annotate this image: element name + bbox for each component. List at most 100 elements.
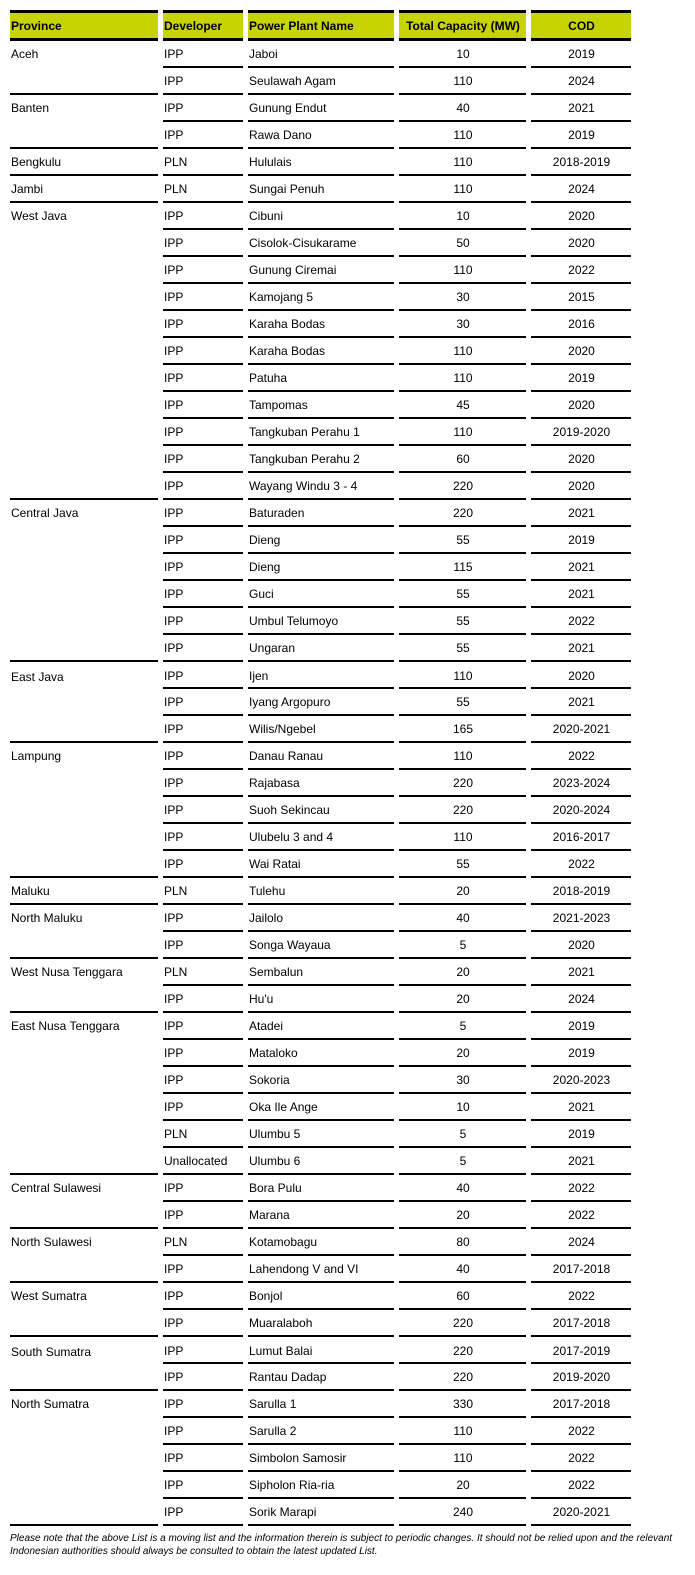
developer-cell: IPP bbox=[163, 1445, 243, 1472]
capacity-cell: 220 bbox=[399, 1310, 526, 1337]
developer-cell: IPP bbox=[163, 68, 243, 95]
plant-name-cell: Iyang Argopuro bbox=[248, 689, 394, 716]
table-row: North Maluku IPP Jailolo 40 2021-2023 bbox=[10, 905, 631, 959]
developer-cell: IPP bbox=[163, 1310, 243, 1337]
province-cell: Lampung bbox=[10, 743, 158, 878]
header-developer: Developer bbox=[163, 10, 243, 41]
plant-name-cell: Jailolo bbox=[248, 905, 394, 932]
cod-cell: 2020 bbox=[531, 203, 631, 230]
table-row: IPP Iyang Argopuro 55 2021 bbox=[10, 689, 631, 716]
capacity-cell: 110 bbox=[399, 662, 526, 689]
capacity-cell: 5 bbox=[399, 1148, 526, 1175]
developer-cell: IPP bbox=[163, 473, 243, 500]
cod-cell: 2019 bbox=[531, 1013, 631, 1040]
capacity-cell: 110 bbox=[399, 257, 526, 284]
table-row: Jambi PLN Sungai Penuh 110 2024 bbox=[10, 176, 631, 203]
table-row: IPP Rajabasa 220 2023-2024 bbox=[10, 770, 631, 797]
capacity-cell: 40 bbox=[399, 1256, 526, 1283]
plant-name-cell: Seulawah Agam bbox=[248, 68, 394, 95]
table-row: IPP Sarulla 2 110 2022 bbox=[10, 1418, 631, 1445]
province-cell: North Maluku bbox=[10, 905, 158, 959]
cod-cell: 2019 bbox=[531, 122, 631, 149]
table-row: IPP Dieng 55 2019 bbox=[10, 527, 631, 554]
table-row: North Sumatra IPP Sarulla 1 330 2017-2018 bbox=[10, 1391, 631, 1526]
table-row: South Sumatra IPP Lumut Balai 220 2017-2019 bbox=[10, 1337, 631, 1391]
capacity-cell: 60 bbox=[399, 446, 526, 473]
developer-cell: IPP bbox=[163, 203, 243, 230]
cod-cell: 2021 bbox=[531, 500, 631, 527]
capacity-cell: 165 bbox=[399, 716, 526, 743]
capacity-cell: 330 bbox=[399, 1391, 526, 1418]
table-row: IPP Kamojang 5 30 2015 bbox=[10, 284, 631, 311]
developer-cell: IPP bbox=[163, 1202, 243, 1229]
plant-name-cell: Sarulla 2 bbox=[248, 1418, 394, 1445]
table-row: IPP Wai Ratai 55 2022 bbox=[10, 851, 631, 878]
table-row: IPP Oka Ile Ange 10 2021 bbox=[10, 1094, 631, 1121]
plant-name-cell: Gunung Ciremai bbox=[248, 257, 394, 284]
capacity-cell: 5 bbox=[399, 1121, 526, 1148]
plant-name-cell: Hu'u bbox=[248, 986, 394, 1013]
plant-name-cell: Simbolon Samosir bbox=[248, 1445, 394, 1472]
plant-name-cell: Patuha bbox=[248, 365, 394, 392]
developer-cell: IPP bbox=[163, 1283, 243, 1310]
table-row: Bengkulu PLN Hululais 110 2018-2019 bbox=[10, 149, 631, 176]
cod-cell: 2020 bbox=[531, 932, 631, 959]
cod-cell: 2019 bbox=[531, 365, 631, 392]
table-row: IPP Rawa Dano 110 2019 bbox=[10, 122, 631, 149]
capacity-cell: 240 bbox=[399, 1499, 526, 1526]
cod-cell: 2020-2021 bbox=[531, 1499, 631, 1526]
province-cell: Central Java bbox=[10, 500, 158, 662]
table-row: IPP Karaha Bodas 110 2020 bbox=[10, 338, 631, 365]
cod-cell: 2021 bbox=[531, 554, 631, 581]
capacity-cell: 220 bbox=[399, 473, 526, 500]
developer-cell: IPP bbox=[163, 1499, 243, 1526]
capacity-cell: 110 bbox=[399, 176, 526, 203]
table-row: Aceh IPP Jaboi 10 2019 bbox=[10, 41, 631, 95]
capacity-cell: 20 bbox=[399, 1202, 526, 1229]
capacity-cell: 110 bbox=[399, 824, 526, 851]
table-row: IPP Guci 55 2021 bbox=[10, 581, 631, 608]
developer-cell: IPP bbox=[163, 1337, 243, 1364]
capacity-cell: 110 bbox=[399, 1418, 526, 1445]
cod-cell: 2022 bbox=[531, 1445, 631, 1472]
developer-cell: IPP bbox=[163, 527, 243, 554]
developer-cell: IPP bbox=[163, 581, 243, 608]
capacity-cell: 110 bbox=[399, 68, 526, 95]
header-plant-name: Power Plant Name bbox=[248, 10, 394, 41]
province-cell: Banten bbox=[10, 95, 158, 149]
plant-name-cell: Umbul Telumoyo bbox=[248, 608, 394, 635]
cod-cell: 2019-2020 bbox=[531, 1364, 631, 1391]
table-row: IPP Sorik Marapi 240 2020-2021 bbox=[10, 1499, 631, 1526]
plant-name-cell: Tulehu bbox=[248, 878, 394, 905]
capacity-cell: 10 bbox=[399, 203, 526, 230]
plant-name-cell: Dieng bbox=[248, 554, 394, 581]
table-row: IPP Marana 20 2022 bbox=[10, 1202, 631, 1229]
developer-cell: IPP bbox=[163, 824, 243, 851]
cod-cell: 2020 bbox=[531, 662, 631, 689]
plant-name-cell: Hululais bbox=[248, 149, 394, 176]
developer-cell: IPP bbox=[163, 797, 243, 824]
cod-cell: 2017-2018 bbox=[531, 1310, 631, 1337]
plant-name-cell: Rawa Dano bbox=[248, 122, 394, 149]
table-row: IPP Sipholon Ria-ria 20 2022 bbox=[10, 1472, 631, 1499]
cod-cell: 2019 bbox=[531, 1121, 631, 1148]
capacity-cell: 10 bbox=[399, 41, 526, 68]
developer-cell: PLN bbox=[163, 878, 243, 905]
province-cell: South Sumatra bbox=[10, 1337, 158, 1391]
cod-cell: 2022 bbox=[531, 608, 631, 635]
table-row: Central Sulawesi IPP Bora Pulu 40 2022 bbox=[10, 1175, 631, 1229]
developer-cell: IPP bbox=[163, 122, 243, 149]
capacity-cell: 20 bbox=[399, 986, 526, 1013]
province-cell: West Nusa Tenggara bbox=[10, 959, 158, 1013]
cod-cell: 2020 bbox=[531, 338, 631, 365]
province-cell: East Nusa Tenggara bbox=[10, 1013, 158, 1175]
plant-name-cell: Sembalun bbox=[248, 959, 394, 986]
plant-name-cell: Lumut Balai bbox=[248, 1337, 394, 1364]
capacity-cell: 115 bbox=[399, 554, 526, 581]
capacity-cell: 110 bbox=[399, 338, 526, 365]
province-cell: Bengkulu bbox=[10, 149, 158, 176]
capacity-cell: 110 bbox=[399, 1445, 526, 1472]
capacity-cell: 220 bbox=[399, 1364, 526, 1391]
capacity-cell: 80 bbox=[399, 1229, 526, 1256]
table-row: IPP Lahendong V and VI 40 2017-2018 bbox=[10, 1256, 631, 1283]
